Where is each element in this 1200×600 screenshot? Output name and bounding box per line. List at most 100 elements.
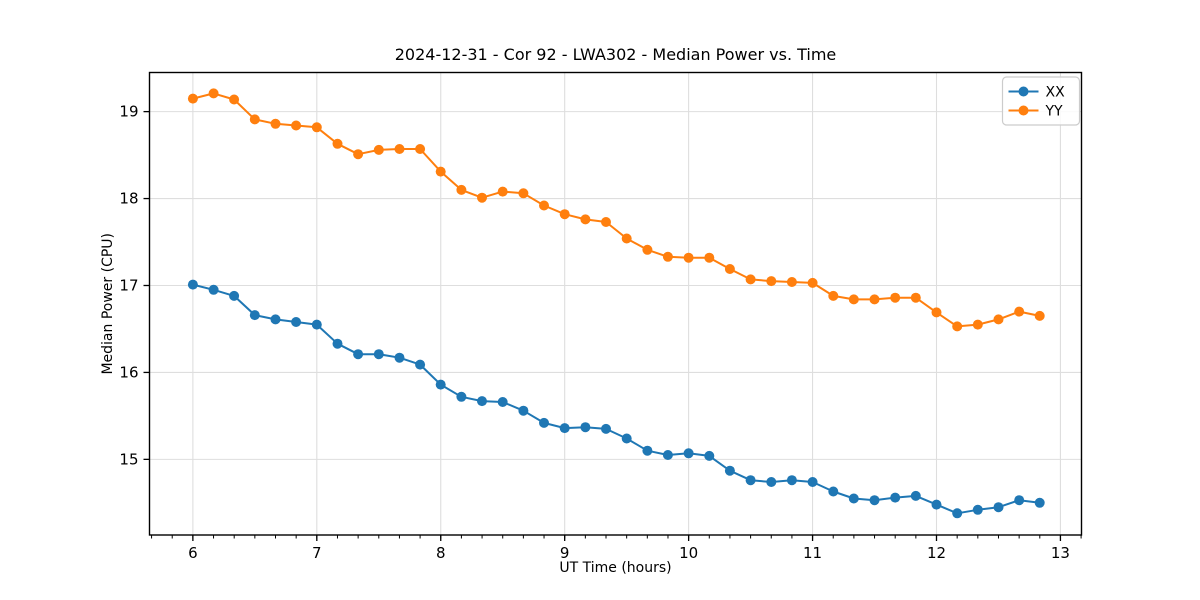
- data-point: [435, 166, 446, 177]
- y-tick-label: 19: [119, 103, 138, 121]
- data-point: [890, 492, 901, 503]
- x-tick-label: 13: [1051, 544, 1070, 562]
- data-point: [1014, 495, 1025, 506]
- x-tick-label: 10: [679, 544, 698, 562]
- data-point: [786, 277, 797, 287]
- data-point: [332, 338, 343, 349]
- data-point: [373, 144, 384, 155]
- data-point: [621, 433, 632, 444]
- data-point: [869, 495, 880, 506]
- legend-box: [1001, 76, 1081, 126]
- data-point: [229, 290, 240, 301]
- data-point: [539, 200, 549, 211]
- data-point: [291, 317, 302, 327]
- x-tick-label: 6: [188, 544, 198, 562]
- data-point: [435, 379, 446, 390]
- x-tick-label: 9: [560, 544, 570, 562]
- data-point: [187, 93, 198, 104]
- x-axis-label: UT Time (hours): [559, 560, 671, 576]
- data-point: [559, 209, 570, 220]
- data-point: [311, 122, 322, 133]
- data-point: [910, 490, 921, 501]
- legend-entry-xx: XX: [1008, 85, 1066, 101]
- data-point: [807, 477, 818, 487]
- data-point: [497, 397, 508, 407]
- data-point: [724, 465, 735, 476]
- data-point: [518, 188, 529, 199]
- data-point: [807, 277, 818, 288]
- data-point: [559, 423, 570, 434]
- x-tick-label: 8: [436, 544, 446, 562]
- data-point: [373, 349, 384, 360]
- legend-label: YY: [1045, 104, 1064, 120]
- data-point: [828, 290, 839, 301]
- data-point: [972, 504, 983, 515]
- data-point: [291, 120, 302, 131]
- data-point: [353, 149, 364, 160]
- data-point: [972, 319, 983, 330]
- data-point: [187, 279, 198, 290]
- data-point: [745, 475, 756, 486]
- gridlines: [149, 72, 1082, 535]
- data-series: [187, 88, 1045, 519]
- data-point: [601, 423, 611, 434]
- data-point: [662, 450, 673, 460]
- data-point: [415, 144, 426, 154]
- data-point: [931, 499, 942, 510]
- data-point: [580, 214, 591, 225]
- data-point: [580, 422, 591, 433]
- data-point: [1034, 497, 1045, 508]
- data-point: [518, 405, 529, 416]
- data-point: [642, 244, 653, 255]
- data-point: [642, 445, 653, 456]
- data-point: [869, 294, 880, 305]
- data-point: [311, 319, 322, 330]
- y-tick-label: 18: [119, 190, 138, 208]
- x-tick-label: 11: [803, 544, 822, 562]
- data-point: [249, 114, 260, 125]
- series-line: [192, 283, 1040, 515]
- data-point: [683, 252, 694, 263]
- data-point: [415, 359, 426, 370]
- data-point: [766, 276, 777, 287]
- series-xx: [187, 279, 1045, 519]
- data-point: [477, 396, 487, 407]
- data-point: [539, 417, 549, 428]
- data-point: [745, 274, 756, 285]
- data-point: [1034, 310, 1045, 321]
- data-point: [848, 294, 859, 305]
- data-point: [332, 138, 343, 149]
- legend: XX YY: [1001, 76, 1081, 126]
- x-tick-label: 7: [312, 544, 322, 562]
- data-point: [993, 314, 1004, 325]
- data-point: [229, 94, 240, 105]
- data-point: [394, 352, 405, 363]
- data-point: [270, 118, 281, 129]
- x-tick-label: 12: [927, 544, 946, 562]
- data-point: [249, 310, 260, 321]
- data-point: [910, 292, 921, 303]
- data-point: [993, 502, 1004, 513]
- data-point: [1014, 306, 1025, 317]
- data-point: [662, 251, 673, 262]
- data-point: [208, 88, 219, 99]
- data-point: [786, 475, 797, 486]
- data-point: [601, 217, 611, 227]
- data-point: [621, 233, 632, 244]
- data-point: [270, 314, 281, 325]
- legend-label: XX: [1046, 85, 1066, 101]
- y-tick-label: 16: [119, 363, 138, 381]
- data-point: [208, 284, 219, 295]
- data-point: [497, 186, 508, 197]
- chart-title: 2024-12-31 - Cor 92 - LWA302 - Median Po…: [395, 45, 837, 64]
- data-point: [704, 252, 715, 263]
- data-point: [890, 292, 901, 303]
- data-point: [848, 493, 859, 504]
- data-point: [766, 477, 777, 487]
- legend-marker: [1018, 86, 1029, 97]
- series-yy: [187, 88, 1045, 332]
- data-point: [683, 448, 694, 459]
- axis-ticks: 6 7 8 9 10 11 12 13 15 16 17 18 19: [119, 103, 1082, 562]
- data-point: [394, 144, 405, 154]
